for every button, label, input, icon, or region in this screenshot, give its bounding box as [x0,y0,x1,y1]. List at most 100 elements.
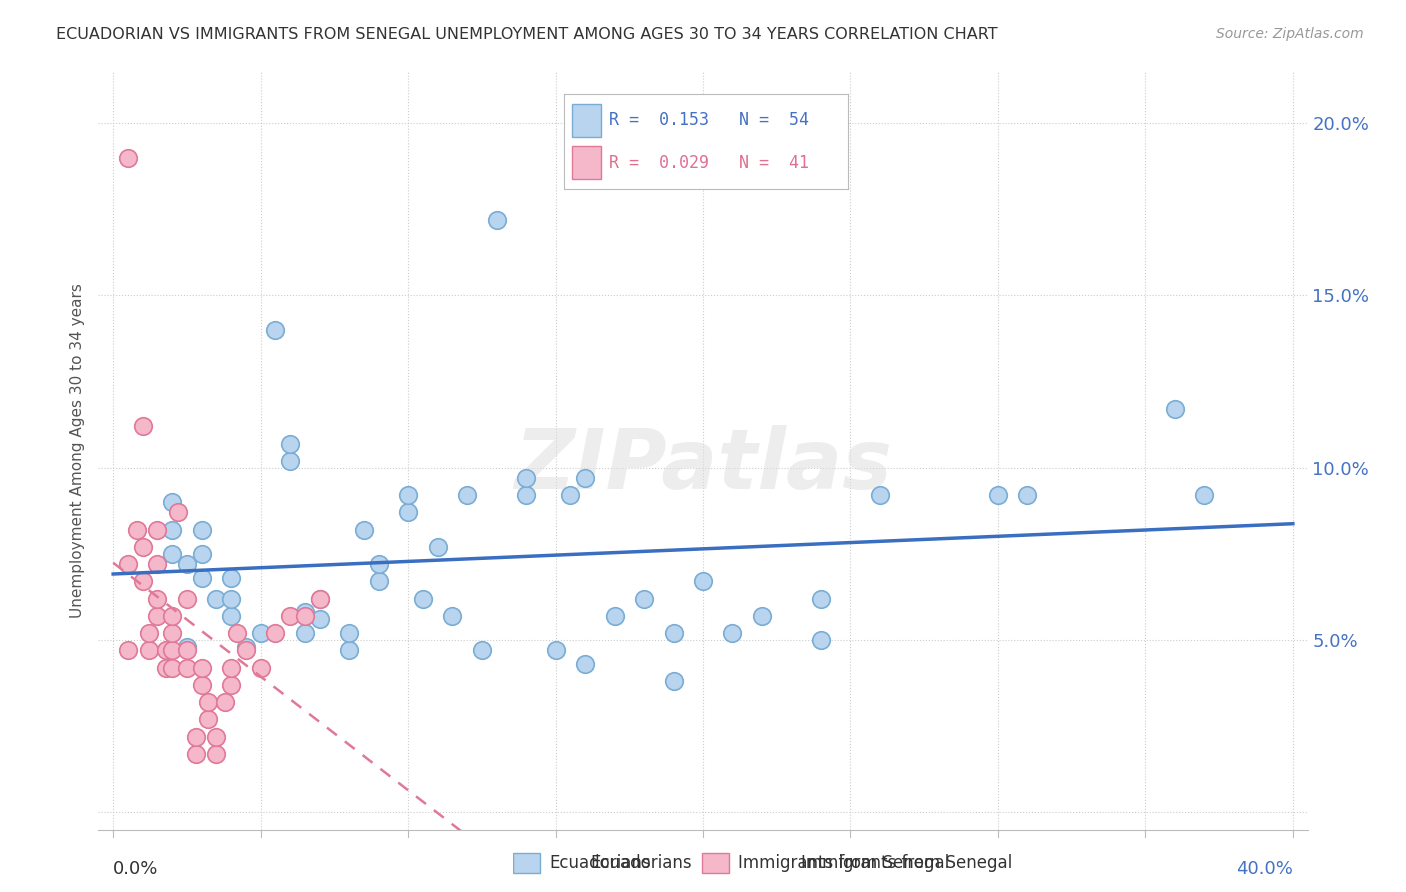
Point [751,608,773,623]
Point [176,643,198,657]
Y-axis label: Unemployment Among Ages 30 to 34 years: Unemployment Among Ages 30 to 34 years [69,283,84,618]
Bar [702,854,730,873]
Point [190,660,212,674]
Point [249,660,271,674]
Point [1194,488,1216,502]
Point [131,540,153,554]
Point [810,591,832,606]
Point [117,643,139,657]
Point [1164,402,1187,417]
Point [249,626,271,640]
Point [138,643,160,657]
Text: Ecuadorians: Ecuadorians [591,855,692,872]
Point [294,606,316,620]
Point [485,212,508,227]
Point [367,557,389,572]
Bar [513,854,540,873]
Point [869,488,891,502]
Point [456,488,478,502]
Text: Ecuadorians: Ecuadorians [550,855,651,872]
Point [662,674,685,689]
Text: 0.0%: 0.0% [112,860,159,878]
Point [441,608,464,623]
Text: Immigrants from Senegal: Immigrants from Senegal [801,855,1012,872]
Point [219,660,242,674]
Point [235,640,257,654]
Point [278,608,301,623]
Point [146,608,169,623]
Point [294,608,316,623]
Point [264,626,287,640]
Point [146,591,169,606]
Point [205,747,228,761]
Point [278,454,301,468]
Point [219,608,242,623]
Point [574,471,596,485]
Point [412,591,434,606]
Text: 40.0%: 40.0% [1236,860,1294,878]
Point [574,657,596,672]
Point [197,712,219,726]
Point [721,626,744,640]
Point [396,506,419,520]
Point [219,678,242,692]
Point [219,591,242,606]
Point [515,471,537,485]
Point [117,557,139,572]
Point [146,557,169,572]
Point [190,523,212,537]
Point [176,557,198,572]
Point [396,488,419,502]
Text: Immigrants from Senegal: Immigrants from Senegal [738,855,949,872]
Point [190,547,212,561]
Point [160,643,183,657]
Point [226,626,249,640]
Point [160,626,183,640]
Point [176,591,198,606]
Point [471,643,494,657]
Point [184,730,207,744]
Point [167,506,190,520]
Point [205,591,228,606]
Point [184,747,207,761]
Point [131,419,153,434]
Point [308,591,330,606]
Point [176,660,198,674]
Point [197,695,219,709]
Point [117,151,139,165]
Point [160,608,183,623]
Point [138,626,160,640]
Point [308,591,330,606]
Point [190,678,212,692]
Point [1017,488,1039,502]
Point [987,488,1010,502]
Point [155,660,177,674]
Point [235,643,257,657]
Point [219,571,242,585]
Point [337,643,360,657]
Point [560,488,582,502]
Point [367,574,389,589]
Point [155,643,177,657]
Point [278,436,301,450]
Text: ECUADORIAN VS IMMIGRANTS FROM SENEGAL UNEMPLOYMENT AMONG AGES 30 TO 34 YEARS COR: ECUADORIAN VS IMMIGRANTS FROM SENEGAL UN… [56,27,998,42]
Point [603,608,626,623]
Point [131,574,153,589]
Point [294,626,316,640]
Point [205,730,228,744]
Text: ZIPatlas: ZIPatlas [515,425,891,506]
Point [337,626,360,640]
Point [125,523,148,537]
Point [662,626,685,640]
Point [810,633,832,648]
Point [214,695,236,709]
Point [176,640,198,654]
Point [264,323,287,337]
Point [160,660,183,674]
Point [160,547,183,561]
Text: Source: ZipAtlas.com: Source: ZipAtlas.com [1216,27,1364,41]
Point [544,643,567,657]
Point [515,488,537,502]
Point [308,612,330,626]
Point [190,571,212,585]
